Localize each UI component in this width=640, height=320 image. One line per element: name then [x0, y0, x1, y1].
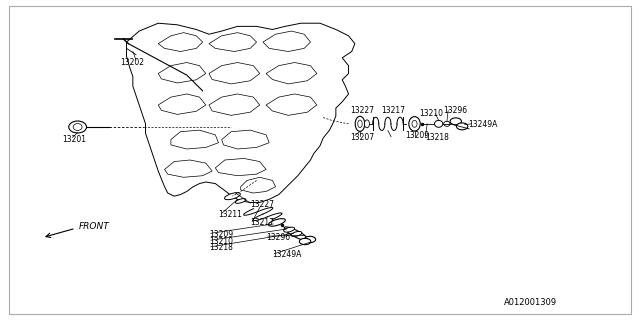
Polygon shape — [171, 130, 218, 149]
Ellipse shape — [412, 120, 417, 127]
Text: 13217: 13217 — [250, 218, 274, 227]
Text: 13210: 13210 — [419, 109, 443, 118]
Polygon shape — [221, 130, 269, 149]
Text: 13218: 13218 — [426, 133, 449, 142]
Polygon shape — [215, 158, 266, 176]
Text: 13218: 13218 — [209, 243, 233, 252]
Ellipse shape — [300, 238, 311, 244]
Polygon shape — [209, 94, 260, 115]
Text: 13227: 13227 — [250, 200, 274, 209]
Text: 13227: 13227 — [351, 106, 374, 115]
Polygon shape — [263, 31, 310, 52]
Text: A012001309: A012001309 — [504, 298, 557, 307]
Ellipse shape — [236, 199, 246, 203]
Ellipse shape — [435, 120, 443, 127]
Text: FRONT: FRONT — [79, 222, 109, 231]
Ellipse shape — [456, 123, 468, 130]
Text: 13217: 13217 — [381, 106, 406, 115]
Ellipse shape — [409, 116, 420, 131]
Polygon shape — [209, 33, 257, 52]
Ellipse shape — [358, 120, 362, 128]
Polygon shape — [209, 62, 260, 84]
Text: 13296: 13296 — [443, 106, 467, 115]
Ellipse shape — [291, 231, 302, 236]
Polygon shape — [158, 94, 206, 115]
Text: 13211: 13211 — [218, 210, 243, 219]
Polygon shape — [127, 23, 355, 203]
Ellipse shape — [444, 121, 450, 126]
Polygon shape — [241, 177, 276, 193]
Polygon shape — [266, 62, 317, 84]
Polygon shape — [158, 33, 203, 52]
Ellipse shape — [268, 219, 285, 226]
Ellipse shape — [364, 120, 369, 128]
Ellipse shape — [68, 121, 86, 133]
Polygon shape — [266, 94, 317, 115]
Text: 13202: 13202 — [120, 58, 144, 67]
Polygon shape — [158, 62, 206, 83]
Ellipse shape — [355, 116, 365, 132]
Text: 13296: 13296 — [266, 233, 290, 242]
Text: 13249A: 13249A — [468, 120, 497, 129]
Ellipse shape — [225, 193, 241, 200]
Ellipse shape — [450, 118, 461, 125]
Text: 13249A: 13249A — [273, 251, 302, 260]
Text: 13210: 13210 — [209, 236, 233, 246]
Polygon shape — [164, 160, 212, 177]
Text: 13207: 13207 — [351, 133, 374, 142]
Text: 13209: 13209 — [209, 230, 233, 239]
Ellipse shape — [284, 227, 294, 232]
Ellipse shape — [304, 236, 316, 243]
Text: 13209: 13209 — [405, 131, 429, 140]
Ellipse shape — [284, 227, 308, 241]
Ellipse shape — [73, 124, 82, 131]
Text: 13201: 13201 — [62, 135, 86, 144]
